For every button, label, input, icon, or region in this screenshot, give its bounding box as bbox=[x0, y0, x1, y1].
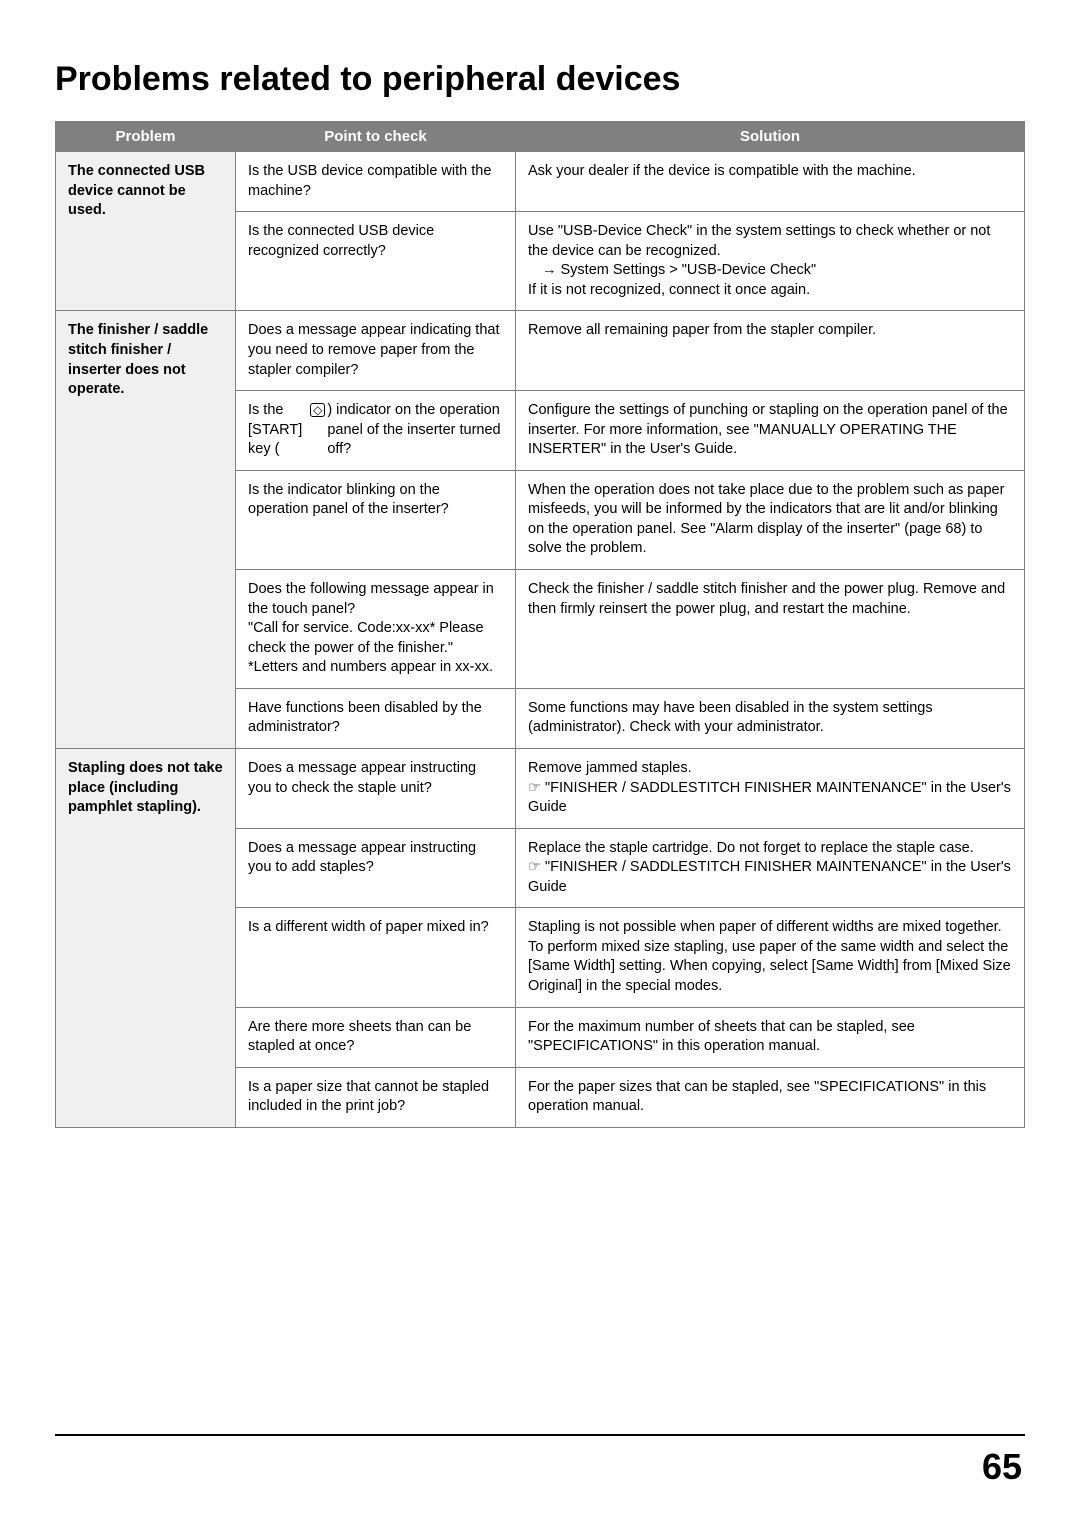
solution-cell: Configure the settings of punching or st… bbox=[516, 391, 1025, 471]
solution-text: Use "USB-Device Check" in the system set… bbox=[528, 223, 990, 259]
check-text: ) indicator on the operation panel of th… bbox=[327, 401, 503, 460]
solution-text: Replace the staple cartridge. Do not for… bbox=[528, 840, 974, 856]
check-cell: Is the connected USB device recognized c… bbox=[236, 212, 516, 311]
check-cell: Is a different width of paper mixed in? bbox=[236, 908, 516, 1007]
check-cell: Is the indicator blinking on the operati… bbox=[236, 470, 516, 569]
solution-cell: Stapling is not possible when paper of d… bbox=[516, 908, 1025, 1007]
solution-ref: "FINISHER / SADDLESTITCH FINISHER MAINTE… bbox=[528, 859, 1011, 895]
solution-text: If it is not recognized, connect it once… bbox=[528, 282, 810, 298]
header-problem: Problem bbox=[56, 122, 236, 152]
solution-cell: When the operation does not take place d… bbox=[516, 470, 1025, 569]
solution-cell: For the paper sizes that can be stapled,… bbox=[516, 1067, 1025, 1127]
solution-cell: Some functions may have been disabled in… bbox=[516, 688, 1025, 748]
page-number: 65 bbox=[982, 1446, 1022, 1488]
check-cell: Have functions been disabled by the admi… bbox=[236, 688, 516, 748]
check-cell: Are there more sheets than can be staple… bbox=[236, 1007, 516, 1067]
solution-cell: Replace the staple cartridge. Do not for… bbox=[516, 828, 1025, 908]
check-cell: Does a message appear instructing you to… bbox=[236, 828, 516, 908]
header-solution: Solution bbox=[516, 122, 1025, 152]
check-text: Is the [START] key ( bbox=[248, 401, 308, 460]
solution-cell: Use "USB-Device Check" in the system set… bbox=[516, 212, 1025, 311]
solution-cell: Remove jammed staples. "FINISHER / SADDL… bbox=[516, 748, 1025, 828]
start-key-icon: ◇ bbox=[310, 403, 325, 417]
check-cell: Does a message appear instructing you to… bbox=[236, 748, 516, 828]
check-cell: Does a message appear indicating that yo… bbox=[236, 311, 516, 391]
solution-ref: "FINISHER / SADDLESTITCH FINISHER MAINTE… bbox=[528, 780, 1011, 816]
check-cell: Is a paper size that cannot be stapled i… bbox=[236, 1067, 516, 1127]
solution-cell: Remove all remaining paper from the stap… bbox=[516, 311, 1025, 391]
solution-cell: For the maximum number of sheets that ca… bbox=[516, 1007, 1025, 1067]
page-title: Problems related to peripheral devices bbox=[55, 60, 1025, 99]
solution-text: Remove jammed staples. bbox=[528, 760, 692, 776]
solution-cell: Check the finisher / saddle stitch finis… bbox=[516, 570, 1025, 689]
footer-rule bbox=[55, 1434, 1025, 1436]
problem-cell: The finisher / saddle stitch finisher / … bbox=[56, 311, 236, 749]
problem-cell: Stapling does not take place (including … bbox=[56, 748, 236, 1127]
troubleshooting-table: Problem Point to check Solution The conn… bbox=[55, 121, 1025, 1128]
solution-cell: Ask your dealer if the device is compati… bbox=[516, 152, 1025, 212]
check-cell: Is the USB device compatible with the ma… bbox=[236, 152, 516, 212]
problem-cell: The connected USB device cannot be used. bbox=[56, 152, 236, 311]
solution-path: System Settings > "USB-Device Check" bbox=[542, 262, 816, 278]
check-cell: Does the following message appear in the… bbox=[236, 570, 516, 689]
header-check: Point to check bbox=[236, 122, 516, 152]
check-cell: Is the [START] key ( ◇ ) indicator on th… bbox=[236, 391, 516, 471]
